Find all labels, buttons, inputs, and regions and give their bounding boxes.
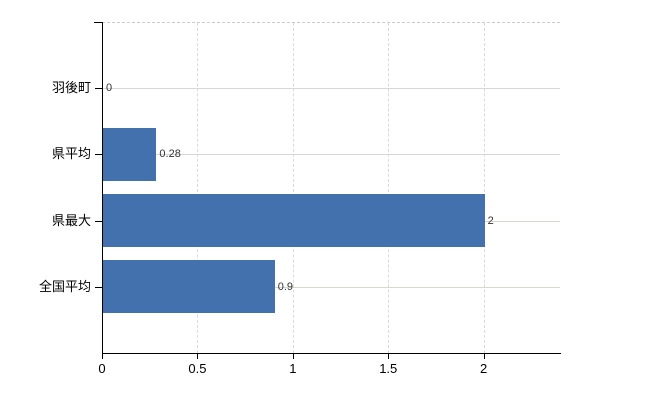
category-label: 羽後町 (51, 80, 91, 96)
x-tick-label: 2 (480, 361, 488, 376)
y-axis-end-tick (94, 22, 102, 23)
x-axis-line (102, 353, 561, 354)
h-gridline (103, 286, 560, 288)
x-tick-mark (292, 354, 294, 359)
x-tick-label: 0.5 (188, 361, 207, 376)
bar-value-label: 0.28 (159, 148, 181, 161)
bar-value-label: 2 (487, 214, 494, 227)
h-gridline (103, 88, 560, 90)
y-tick-mark (95, 286, 102, 288)
v-gridline (483, 23, 485, 353)
x-tick-label: 1 (289, 361, 297, 376)
category-label: 県平均 (51, 146, 91, 162)
y-tick-mark (95, 88, 102, 90)
bar (103, 194, 485, 248)
bar-value-label: 0.9 (277, 280, 294, 293)
x-tick-label: 0 (98, 361, 106, 376)
h-gridline (103, 154, 560, 156)
x-tick-label: 1.5 (379, 361, 398, 376)
v-gridline (292, 23, 294, 353)
v-gridline (388, 23, 390, 353)
x-tick-mark (483, 354, 485, 359)
bar (103, 127, 157, 181)
plot-top-border (102, 22, 560, 23)
y-axis-line (102, 22, 103, 354)
x-tick-mark (197, 354, 199, 359)
category-label: 全国平均 (38, 278, 91, 294)
v-gridline (197, 23, 199, 353)
y-tick-mark (95, 154, 102, 156)
bar-value-label: 0 (106, 82, 113, 95)
y-tick-mark (95, 220, 102, 222)
x-tick-mark (102, 354, 103, 359)
bar (103, 260, 275, 314)
x-tick-mark (388, 354, 390, 359)
category-label: 県最大 (51, 212, 91, 228)
